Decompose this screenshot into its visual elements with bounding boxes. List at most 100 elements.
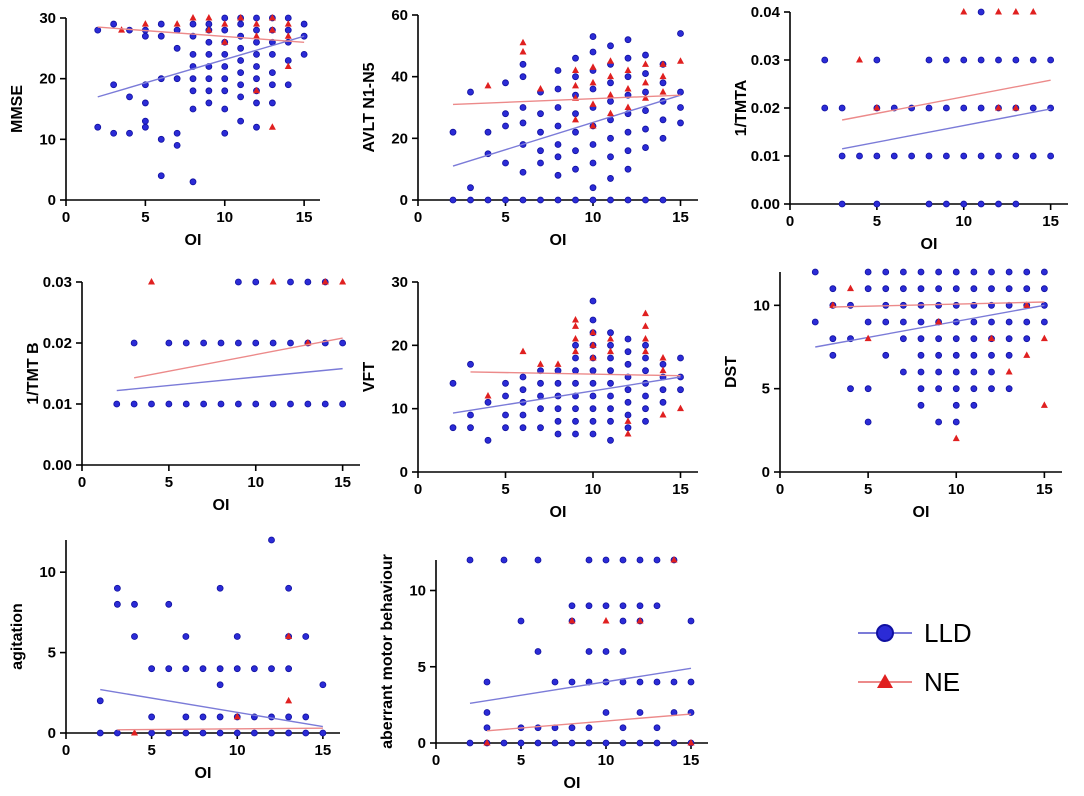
fit-line-ne [832,301,1045,308]
data-point-ne [677,404,684,412]
data-point-ne [642,309,649,317]
panel-2: 0 5 10 15 0 20 40 60 OI AVLT N1-N5 [361,7,698,249]
y-axis-label: DST [723,356,740,388]
data-point-lld [589,159,597,167]
data-point-lld [585,739,593,747]
data-point-lld [217,400,225,408]
y-tick-label: 0.00 [43,457,72,474]
data-point-lld [221,51,229,58]
data-point-lld [607,367,614,375]
data-point-lld [607,392,614,400]
x-tick-label: 5 [864,481,872,498]
data-point-ne [268,123,276,130]
y-tick-label: 10 [753,297,770,314]
data-point-lld [619,739,627,747]
data-point-ne [484,392,492,399]
data-point-lld [237,57,245,64]
data-point-lld [624,348,632,356]
data-point-lld [253,63,260,70]
data-point-lld [551,739,559,747]
data-point-ne [519,347,527,355]
data-point-lld [339,400,347,408]
data-point-lld [572,405,579,413]
data-point-lld [960,56,968,64]
data-point-lld [1029,104,1037,112]
data-point-lld [189,20,197,28]
data-point-lld [572,367,579,375]
data-point-lld [537,128,544,136]
data-point-lld [467,411,474,419]
data-point-lld [252,339,260,347]
data-point-lld [925,56,933,64]
y-tick-label: 20 [391,130,408,147]
data-point-lld [572,147,579,155]
data-point-ne [572,115,579,123]
data-point-lld [882,351,890,359]
data-point-ne [636,617,644,624]
data-point-lld [624,147,632,155]
x-tick-label: 5 [165,474,173,491]
data-point-lld [537,424,544,432]
x-tick-label: 15 [683,752,700,769]
data-point-lld [908,152,916,160]
data-point-ne [1029,8,1037,15]
data-point-lld [642,144,649,151]
data-point-lld [942,56,950,64]
data-point-lld [141,99,149,107]
y-tick-label: 5 [418,659,426,676]
fit-line-ne [841,79,1051,121]
data-point-lld [572,430,579,438]
data-point-lld [568,739,576,747]
data-point-lld [589,85,597,93]
data-point-lld [653,739,661,747]
data-point-lld [287,339,294,347]
data-point-lld [568,724,576,732]
data-point-lld [882,285,890,293]
data-point-lld [977,200,985,208]
data-point-ne [624,103,632,110]
data-point-lld [268,69,276,76]
data-point-lld [221,105,229,113]
data-point-lld [449,424,457,432]
y-tick-label: 0.03 [43,274,72,291]
data-point-lld [988,385,995,393]
data-point-lld [131,600,138,608]
fit-line-ne [470,371,681,377]
data-point-lld [216,729,224,737]
data-point-lld [1005,268,1013,276]
data-point-lld [126,129,133,137]
data-point-ne [624,417,632,424]
data-point-lld [110,81,118,89]
data-point-ne [607,57,614,64]
data-point-lld [253,123,260,131]
data-point-lld [624,165,632,173]
data-point-lld [157,32,165,40]
data-point-lld [182,339,190,347]
data-point-ne [607,72,614,80]
y-tick-label: 0.04 [751,4,781,21]
fit-line-lld [100,688,323,728]
data-point-ne [483,739,491,746]
data-point-lld [653,602,661,610]
data-point-lld [173,129,181,137]
data-point-ne [829,301,837,308]
data-point-lld [519,386,527,394]
data-point-lld [568,678,576,686]
data-point-lld [856,152,863,160]
y-tick-label: 30 [39,10,56,27]
data-point-lld [1012,56,1020,64]
data-point-lld [1012,200,1020,208]
data-point-lld [873,152,881,160]
data-point-lld [554,104,562,111]
data-point-lld [1005,335,1013,343]
series-ne [470,309,684,437]
data-point-lld [873,200,881,208]
data-point-lld [253,51,260,58]
data-point-lld [284,81,292,89]
data-point-lld [200,339,208,347]
data-point-lld [935,301,943,309]
data-point-lld [216,665,224,673]
data-point-lld [602,602,610,610]
x-axis-label: OI [921,236,938,253]
data-point-lld [268,99,276,107]
